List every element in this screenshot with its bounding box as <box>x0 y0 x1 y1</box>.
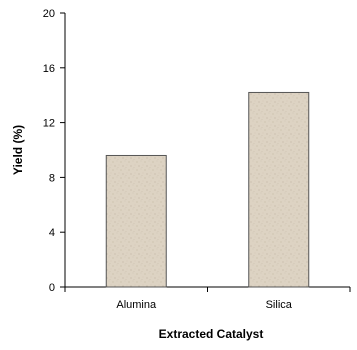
bars <box>105 91 310 288</box>
y-tick-label: 8 <box>49 172 55 184</box>
x-tick-label: Silica <box>266 299 293 311</box>
x-axis-title: Extracted Catalyst <box>159 327 264 341</box>
y-tick-label: 12 <box>43 118 55 130</box>
y-tick-label: 16 <box>43 63 55 75</box>
bar-silica <box>248 91 310 288</box>
labels: 0 4 8 12 16 20 Alumina Silica <box>43 8 293 311</box>
y-tick-label: 20 <box>43 8 55 20</box>
bar-alumina <box>105 154 167 288</box>
y-axis-title: Yield (%) <box>11 125 25 175</box>
y-tick-label: 0 <box>49 282 55 294</box>
y-tick-label: 4 <box>49 227 55 239</box>
x-tick-label: Alumina <box>116 299 157 311</box>
